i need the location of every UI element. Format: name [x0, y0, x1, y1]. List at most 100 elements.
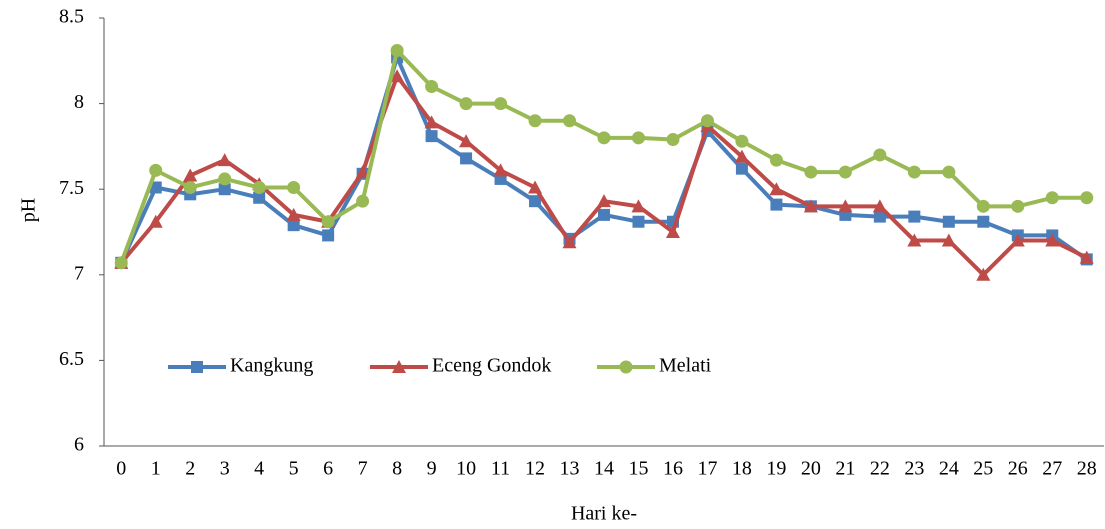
y-tick-label: 8	[74, 91, 84, 113]
data-point	[1045, 191, 1059, 205]
data-point	[1010, 233, 1025, 247]
data-point	[1080, 191, 1094, 205]
data-point	[529, 195, 542, 208]
data-point	[252, 180, 266, 194]
data-point	[425, 79, 439, 93]
legend-marker	[191, 361, 203, 373]
x-tick-label: 3	[220, 458, 230, 480]
data-point	[666, 133, 680, 147]
x-tick-label: 25	[973, 458, 993, 480]
data-point	[528, 114, 542, 128]
data-point	[941, 233, 956, 247]
data-point	[597, 131, 611, 145]
data-point	[872, 199, 887, 213]
x-tick-label: 19	[766, 458, 786, 480]
data-point	[597, 194, 611, 208]
data-point	[287, 180, 301, 194]
data-point	[114, 256, 128, 270]
data-point	[286, 207, 301, 221]
series-line	[119, 55, 1088, 264]
data-point	[459, 134, 474, 148]
x-tick-label: 1	[151, 458, 161, 480]
data-point	[838, 199, 853, 213]
x-tick-label: 20	[801, 458, 821, 480]
data-point	[322, 229, 335, 242]
data-point	[977, 215, 990, 228]
legend-label: Melati	[659, 355, 712, 377]
data-point	[460, 152, 473, 165]
x-tick-label: 6	[323, 458, 333, 480]
x-tick-label: 7	[358, 458, 368, 480]
data-point	[287, 219, 300, 232]
data-point	[734, 149, 749, 163]
data-point	[183, 180, 197, 194]
data-point	[735, 162, 748, 175]
x-tick-label: 14	[594, 458, 614, 480]
data-point	[804, 165, 818, 179]
y-tick-label: 8.5	[59, 6, 84, 28]
data-point	[390, 44, 404, 58]
x-tick-label: 10	[456, 458, 476, 480]
legend-marker	[392, 360, 406, 373]
data-point	[735, 134, 749, 148]
series-line	[119, 74, 1088, 277]
data-point	[976, 267, 991, 281]
data-point	[217, 153, 232, 167]
data-point	[218, 172, 232, 186]
x-tick-label: 18	[732, 458, 752, 480]
data-point	[218, 183, 231, 196]
data-point	[528, 180, 543, 194]
data-point	[907, 165, 921, 179]
series-line	[119, 48, 1087, 264]
x-tick-label: 16	[663, 458, 683, 480]
x-tick-label: 2	[185, 458, 195, 480]
data-point	[873, 210, 886, 223]
x-tick-label: 28	[1077, 458, 1097, 480]
data-point	[838, 165, 852, 179]
data-point	[907, 233, 922, 247]
legend-marker	[619, 360, 633, 374]
data-point	[149, 181, 162, 194]
legend-label: Eceng Gondok	[432, 355, 551, 377]
data-point	[631, 199, 646, 213]
data-point	[769, 182, 784, 196]
data-point	[356, 194, 370, 208]
y-tick-label: 7.5	[59, 177, 84, 199]
data-point	[803, 199, 818, 213]
data-point	[562, 235, 577, 249]
x-tick-label: 17	[697, 458, 717, 480]
x-tick-label: 0	[116, 458, 126, 480]
x-tick-label: 26	[1008, 458, 1028, 480]
data-point	[459, 97, 473, 111]
data-point	[1011, 199, 1025, 213]
data-point	[253, 191, 266, 204]
x-tick-label: 5	[289, 458, 299, 480]
x-axis-label: Hari ke-	[571, 503, 637, 525]
data-point	[149, 163, 163, 177]
data-point	[770, 198, 783, 211]
data-point	[494, 97, 508, 111]
data-point	[563, 114, 577, 128]
x-tick-label: 24	[939, 458, 959, 480]
data-point	[908, 210, 921, 223]
data-point	[390, 69, 405, 83]
x-tick-label: 8	[392, 458, 402, 480]
data-point	[942, 165, 956, 179]
data-point	[183, 168, 198, 182]
data-point	[700, 114, 714, 128]
data-point	[148, 214, 163, 228]
x-tick-label: 23	[904, 458, 924, 480]
x-tick-label: 12	[525, 458, 545, 480]
x-tick-label: 11	[491, 458, 510, 480]
data-point	[1079, 250, 1094, 264]
x-tick-label: 9	[427, 458, 437, 480]
y-tick-label: 6.5	[59, 348, 84, 370]
data-point	[976, 199, 990, 213]
data-point	[493, 163, 508, 177]
data-point	[665, 225, 680, 238]
y-tick-label: 7	[74, 262, 84, 284]
data-point	[631, 131, 645, 145]
x-tick-label: 15	[628, 458, 648, 480]
y-axis-label: pH	[18, 198, 40, 222]
